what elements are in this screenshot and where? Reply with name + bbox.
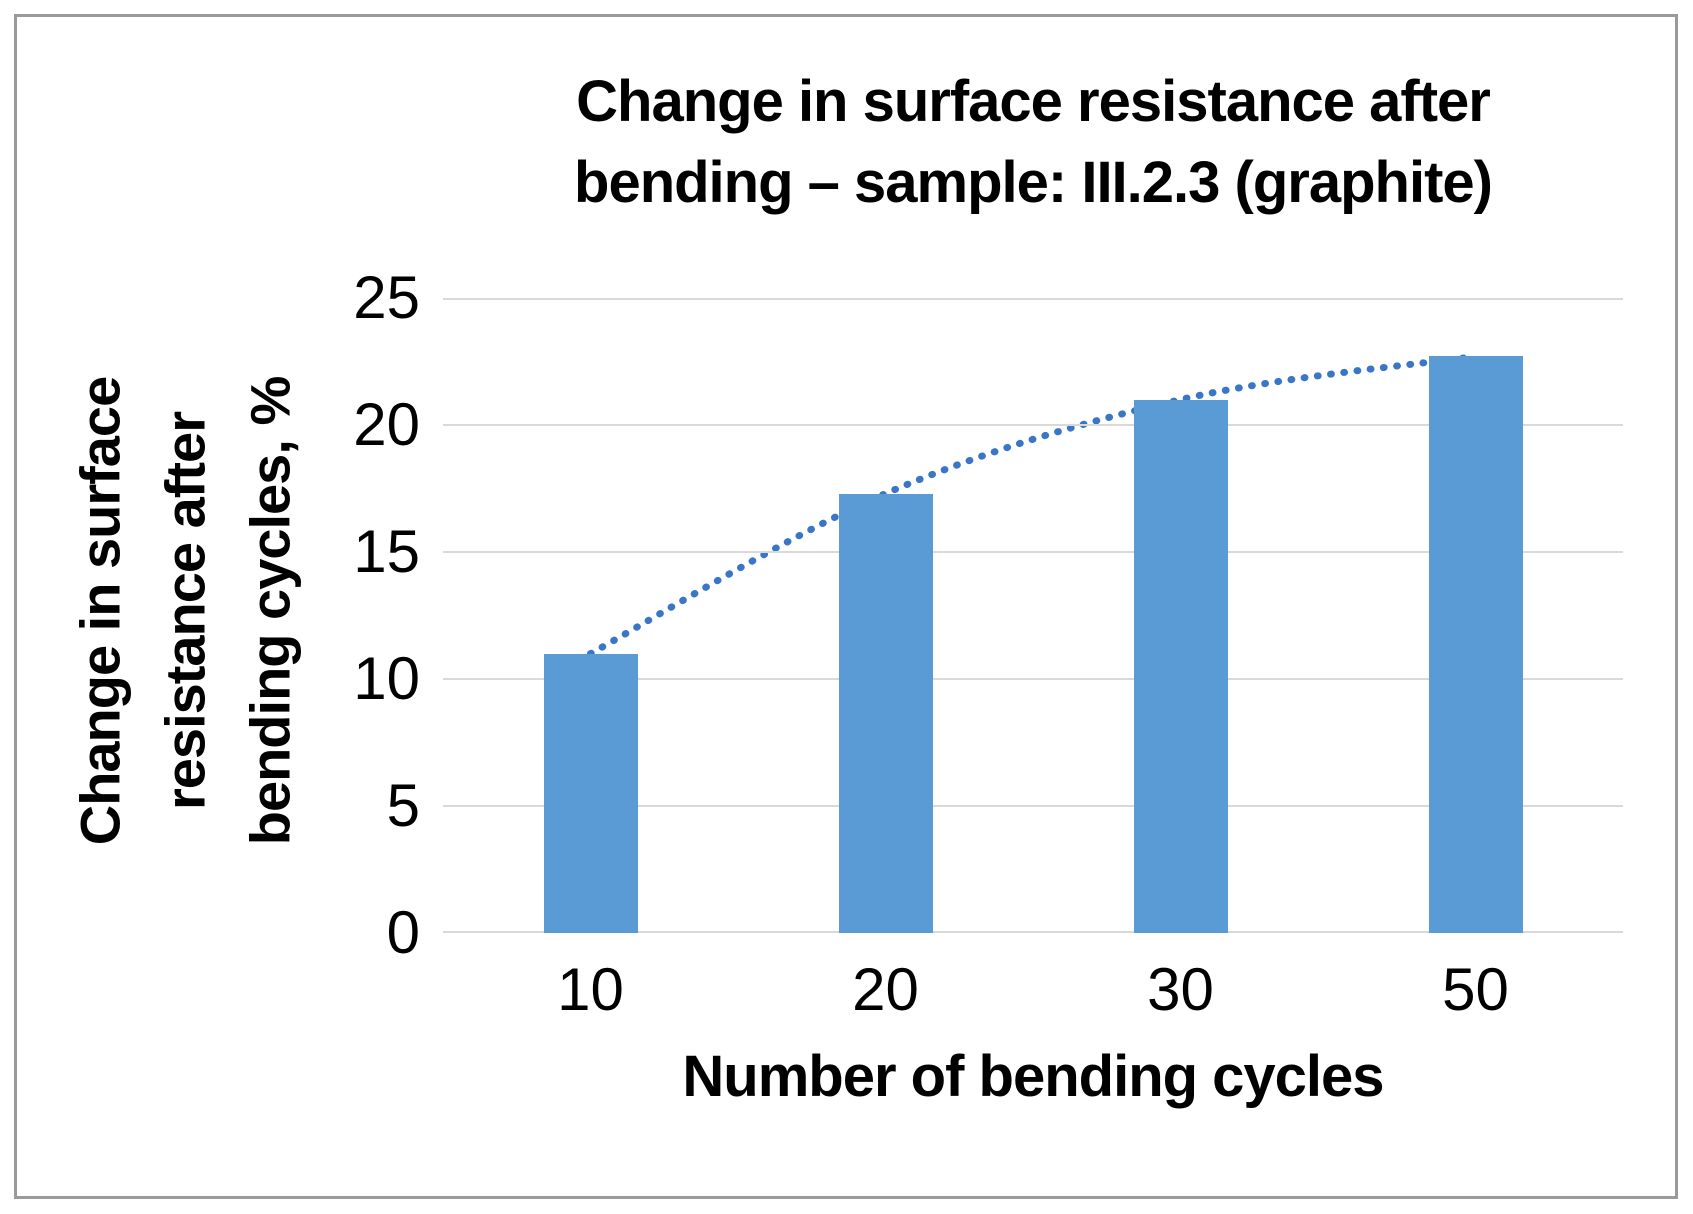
- gridline-y-10: [443, 678, 1623, 680]
- trendline-dotted-curve: [587, 352, 1479, 658]
- x-axis-title: Number of bending cycles: [682, 1044, 1384, 1109]
- chart-frame-border: Change in surface resistance after bendi…: [14, 14, 1678, 1199]
- y-tick-label-5: 5: [386, 772, 420, 839]
- bar-10: [543, 653, 638, 933]
- gridline-y-25: [443, 298, 1623, 300]
- trendline-path: [587, 352, 1479, 658]
- bar-30: [1133, 399, 1228, 933]
- gridline-y-15: [443, 551, 1623, 553]
- bar-50: [1428, 356, 1523, 933]
- x-tick-label-50: 50: [1442, 956, 1509, 1023]
- x-tick-label-10: 10: [557, 956, 624, 1023]
- y-tick-label-0: 0: [386, 899, 420, 966]
- y-tick-label-20: 20: [353, 391, 420, 458]
- bar-20: [838, 493, 933, 933]
- gridline-y-20: [443, 424, 1623, 426]
- y-tick-label-10: 10: [353, 645, 420, 712]
- y-tick-label-15: 15: [353, 518, 420, 585]
- chart-title: Change in surface resistance after bendi…: [443, 61, 1623, 223]
- y-axis-tick-labels: 0 5 10 15 20 25: [297, 264, 420, 966]
- x-axis-tick-labels: 10 20 30 50: [443, 955, 1623, 1035]
- y-axis-title-line-1: Change in surface: [68, 376, 132, 846]
- gridline-y-0: [443, 931, 1623, 933]
- y-tick-label-25: 25: [353, 264, 420, 331]
- y-axis-title: Change in surface resistance after bendi…: [57, 377, 312, 846]
- plot-area: [443, 298, 1623, 933]
- chart-title-line-1: Change in surface resistance after: [576, 69, 1491, 134]
- chart-title-line-2: bending – sample: III.2.3 (graphite): [574, 150, 1493, 216]
- gridline-y-5: [443, 805, 1623, 807]
- x-tick-label-20: 20: [852, 956, 919, 1023]
- x-tick-label-30: 30: [1147, 956, 1214, 1023]
- y-axis-title-line-2: resistance after: [153, 412, 217, 811]
